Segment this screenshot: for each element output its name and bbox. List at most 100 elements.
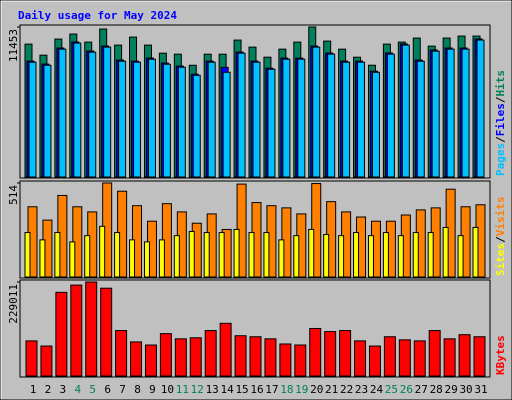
bar xyxy=(357,61,366,178)
bar xyxy=(382,232,389,278)
bar xyxy=(354,340,367,377)
bar xyxy=(427,232,434,278)
bar xyxy=(43,64,52,178)
bar xyxy=(237,52,246,178)
bar xyxy=(69,241,76,278)
bar xyxy=(133,61,142,178)
bar xyxy=(323,234,330,278)
bar xyxy=(431,50,440,178)
bar xyxy=(428,330,441,377)
bar xyxy=(412,232,419,278)
bar xyxy=(263,232,270,278)
bar xyxy=(371,71,380,178)
bar xyxy=(203,232,210,278)
x-tick-label: 17 xyxy=(265,383,278,396)
bar xyxy=(248,232,255,278)
bar xyxy=(114,232,121,278)
legend: Pages/Files/Hits xyxy=(494,70,507,176)
bar xyxy=(218,232,225,278)
bar xyxy=(252,61,261,178)
bar xyxy=(39,239,46,278)
bar xyxy=(103,46,112,178)
x-tick-label: 10 xyxy=(161,383,174,396)
bar xyxy=(54,232,61,278)
x-tick-label: 22 xyxy=(340,383,353,396)
bar xyxy=(309,327,322,377)
bar xyxy=(192,74,201,178)
bar xyxy=(100,287,113,377)
x-tick-label: 20 xyxy=(310,383,323,396)
x-tick-label: 25 xyxy=(385,383,398,396)
x-tick-label: 5 xyxy=(89,383,96,396)
bar xyxy=(25,340,38,377)
bar xyxy=(353,232,360,278)
bar xyxy=(442,226,449,278)
bar xyxy=(386,53,395,178)
bar xyxy=(401,44,410,178)
bar xyxy=(338,235,345,278)
x-tick-label: 2 xyxy=(45,383,52,396)
chart-title: Daily usage for May 2024 xyxy=(18,9,177,22)
x-tick-label: 14 xyxy=(221,383,235,396)
bar xyxy=(144,344,157,377)
x-tick-label: 4 xyxy=(74,383,81,396)
bar xyxy=(368,345,381,377)
bar xyxy=(279,343,292,377)
bar xyxy=(342,61,351,178)
legend-entry: Visits xyxy=(494,197,507,237)
y-tick-label: 514 xyxy=(7,185,20,205)
y-tick-label: 11453 xyxy=(7,29,20,62)
bar xyxy=(324,331,337,377)
x-tick-label: 23 xyxy=(355,383,368,396)
legend-entry: Hits xyxy=(494,70,507,97)
bar xyxy=(162,63,171,178)
bar xyxy=(99,225,106,278)
bar xyxy=(129,239,136,278)
x-tick-label: 18 xyxy=(280,383,293,396)
bar xyxy=(58,48,67,178)
bar xyxy=(327,53,336,178)
bar xyxy=(70,284,83,377)
bar xyxy=(472,226,479,278)
bar xyxy=(473,336,486,377)
x-tick-label: 29 xyxy=(445,383,458,396)
bar xyxy=(24,232,31,278)
bar xyxy=(282,58,291,178)
x-tick-label: 9 xyxy=(149,383,156,396)
bar xyxy=(188,230,195,278)
bar xyxy=(397,235,404,278)
bar xyxy=(234,335,247,377)
x-tick-label: 3 xyxy=(60,383,67,396)
bar xyxy=(55,291,68,377)
bar xyxy=(264,338,277,377)
bar xyxy=(312,46,321,178)
x-tick-label: 21 xyxy=(325,383,338,396)
bar xyxy=(339,330,352,377)
bar xyxy=(476,39,485,178)
bar xyxy=(118,60,127,178)
bar xyxy=(383,336,396,377)
bar xyxy=(367,235,374,278)
bar xyxy=(413,340,426,377)
bar xyxy=(297,58,306,178)
bar xyxy=(147,58,156,178)
bar xyxy=(174,338,187,377)
bar xyxy=(40,345,53,377)
bar xyxy=(159,333,172,377)
legend-entry: Sites xyxy=(494,243,507,276)
bar xyxy=(458,334,471,377)
x-tick-label: 15 xyxy=(235,383,248,396)
x-tick-label: 27 xyxy=(415,383,428,396)
x-tick-label: 30 xyxy=(459,383,472,396)
x-tick-label: 7 xyxy=(119,383,126,396)
legend: Sites/Visits xyxy=(494,197,507,277)
legend-separator: / xyxy=(494,236,507,243)
bar xyxy=(85,281,98,377)
bar xyxy=(189,337,202,377)
x-tick-label: 19 xyxy=(295,383,308,396)
bar xyxy=(222,71,231,178)
bar xyxy=(294,344,307,377)
x-tick-label: 6 xyxy=(104,383,111,396)
bar xyxy=(249,336,262,377)
